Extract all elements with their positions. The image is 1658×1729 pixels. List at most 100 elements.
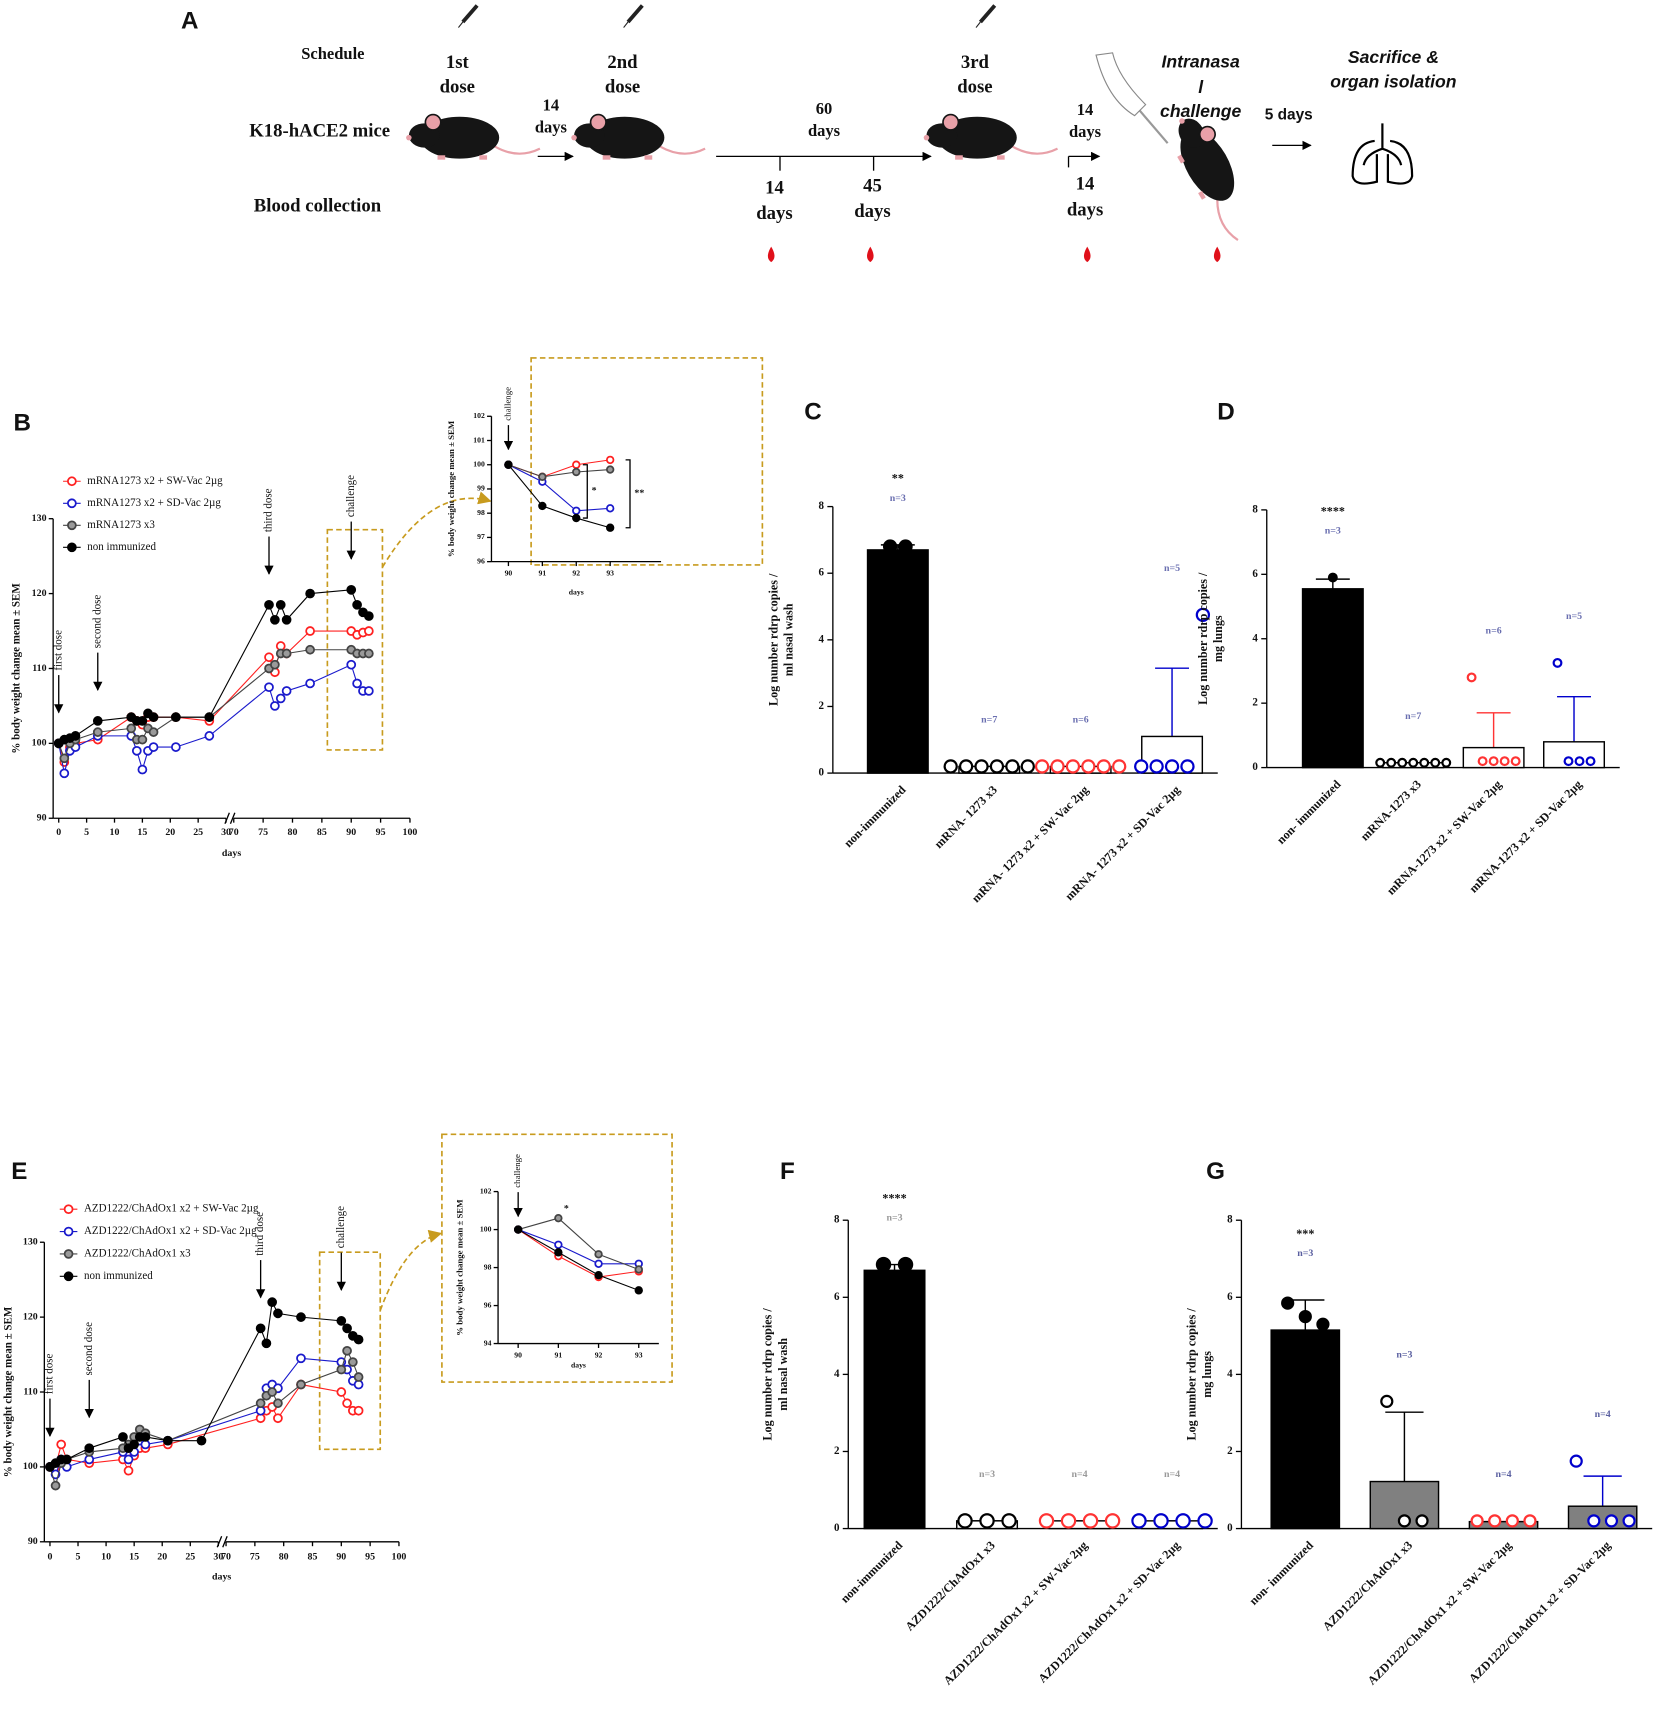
y-tick-label: 2 bbox=[1252, 697, 1258, 709]
data-point bbox=[1038, 1513, 1055, 1529]
data-point bbox=[1604, 1514, 1619, 1528]
panel-label: D bbox=[1217, 398, 1235, 425]
data-point bbox=[897, 1256, 914, 1273]
y-tick-label: 4 bbox=[819, 633, 825, 645]
y-tick-label: 6 bbox=[834, 1291, 840, 1303]
data-point bbox=[261, 1338, 272, 1349]
data-point bbox=[267, 1387, 278, 1397]
data-point bbox=[305, 588, 315, 599]
blood-day-label: 14 bbox=[765, 178, 784, 199]
data-point bbox=[336, 1364, 347, 1375]
y-tick-label: 130 bbox=[23, 1237, 38, 1248]
data-point bbox=[1112, 759, 1127, 774]
series-line bbox=[517, 1229, 639, 1291]
data-point bbox=[296, 1353, 306, 1364]
series-line bbox=[508, 464, 611, 512]
legend-marker bbox=[67, 498, 77, 509]
data-point bbox=[1397, 1514, 1412, 1528]
panel-label: F bbox=[780, 1158, 795, 1185]
x-tick-label: 95 bbox=[365, 1551, 375, 1562]
data-point bbox=[264, 682, 274, 693]
data-point bbox=[123, 1454, 134, 1465]
data-point bbox=[1060, 1513, 1077, 1529]
data-point bbox=[126, 723, 137, 734]
x-axis-label: days bbox=[569, 587, 584, 596]
data-point bbox=[1441, 757, 1452, 768]
data-point bbox=[1574, 756, 1585, 767]
significance-bracket bbox=[582, 464, 588, 519]
data-point bbox=[305, 626, 315, 636]
blood-day-label: 14 bbox=[1076, 173, 1095, 194]
n-label: n=6 bbox=[1073, 714, 1089, 725]
data-point bbox=[364, 611, 374, 621]
data-point bbox=[270, 701, 280, 711]
bar bbox=[958, 765, 1021, 774]
y-tick-label: 0 bbox=[1252, 761, 1258, 773]
data-point bbox=[605, 504, 615, 513]
data-point bbox=[336, 1387, 347, 1397]
data-point bbox=[131, 746, 142, 756]
n-label: n=4 bbox=[1595, 1409, 1611, 1420]
data-point bbox=[1281, 1296, 1295, 1310]
data-point bbox=[196, 1435, 207, 1446]
y-axis-label: % body weight change mean ± SEM bbox=[446, 420, 456, 557]
interval-label: 5 days bbox=[1265, 107, 1313, 124]
x-tick-label: 90 bbox=[505, 569, 513, 578]
mouse-foot bbox=[644, 155, 653, 160]
x-tick-label: 25 bbox=[193, 827, 203, 838]
x-tick-label: 85 bbox=[308, 1551, 318, 1562]
mouse-foot bbox=[1198, 190, 1206, 200]
y-tick-label: 90 bbox=[37, 813, 47, 824]
data-point bbox=[364, 626, 374, 636]
data-point bbox=[137, 734, 148, 745]
n-label: n=5 bbox=[1164, 563, 1180, 574]
y-tick-label: 100 bbox=[473, 460, 485, 469]
bar bbox=[1543, 741, 1606, 769]
x-tick-label: 85 bbox=[317, 827, 327, 838]
data-point bbox=[1523, 1514, 1537, 1528]
bar bbox=[1468, 1520, 1539, 1530]
data-point bbox=[572, 460, 581, 469]
n-label: n=4 bbox=[1071, 1469, 1087, 1480]
x-tick-label: 15 bbox=[129, 1551, 139, 1562]
data-point bbox=[1622, 1514, 1636, 1528]
y-axis-label: Log number rdrp copies / bbox=[761, 1308, 775, 1441]
data-point bbox=[634, 1265, 643, 1274]
legend-marker bbox=[63, 1271, 74, 1282]
mouse-nose bbox=[406, 134, 412, 141]
data-point bbox=[1175, 1513, 1191, 1529]
x-tick-label: 92 bbox=[595, 1350, 603, 1359]
data-point bbox=[572, 467, 581, 477]
blood-drop bbox=[767, 246, 775, 263]
data-point bbox=[1180, 759, 1195, 774]
x-tick-label: 95 bbox=[376, 827, 386, 838]
y-tick-label: 101 bbox=[473, 435, 485, 444]
y-axis-label: mg lungs bbox=[1200, 1351, 1214, 1398]
x-tick-label: 75 bbox=[250, 1551, 260, 1562]
data-point bbox=[342, 1323, 352, 1334]
data-point bbox=[513, 1225, 523, 1234]
data-point bbox=[594, 1270, 603, 1280]
mouse-nose bbox=[571, 134, 577, 141]
n-label: n=4 bbox=[1495, 1469, 1511, 1480]
interval-label: 60 bbox=[816, 99, 833, 118]
dose-label: dose bbox=[605, 76, 640, 97]
data-point bbox=[342, 1398, 352, 1409]
endpoint-label: Sacrifice & bbox=[1348, 47, 1439, 67]
data-point bbox=[1065, 759, 1081, 774]
axis-break bbox=[222, 1536, 228, 1548]
y-tick-label: 110 bbox=[32, 663, 46, 674]
x-tick-label: 93 bbox=[606, 569, 614, 578]
data-point bbox=[979, 1513, 995, 1529]
data-point bbox=[275, 693, 286, 704]
y-tick-label: 0 bbox=[819, 767, 825, 779]
data-point bbox=[84, 1443, 95, 1454]
mouse-foot bbox=[602, 155, 611, 160]
data-point bbox=[554, 1248, 563, 1257]
data-point bbox=[634, 1286, 643, 1295]
annotation-label: first dose bbox=[43, 1353, 55, 1394]
significance-label: **** bbox=[882, 1191, 906, 1205]
annotation-label: challenge bbox=[502, 387, 512, 421]
data-point bbox=[605, 523, 615, 532]
dose-label: 1st bbox=[446, 52, 470, 73]
